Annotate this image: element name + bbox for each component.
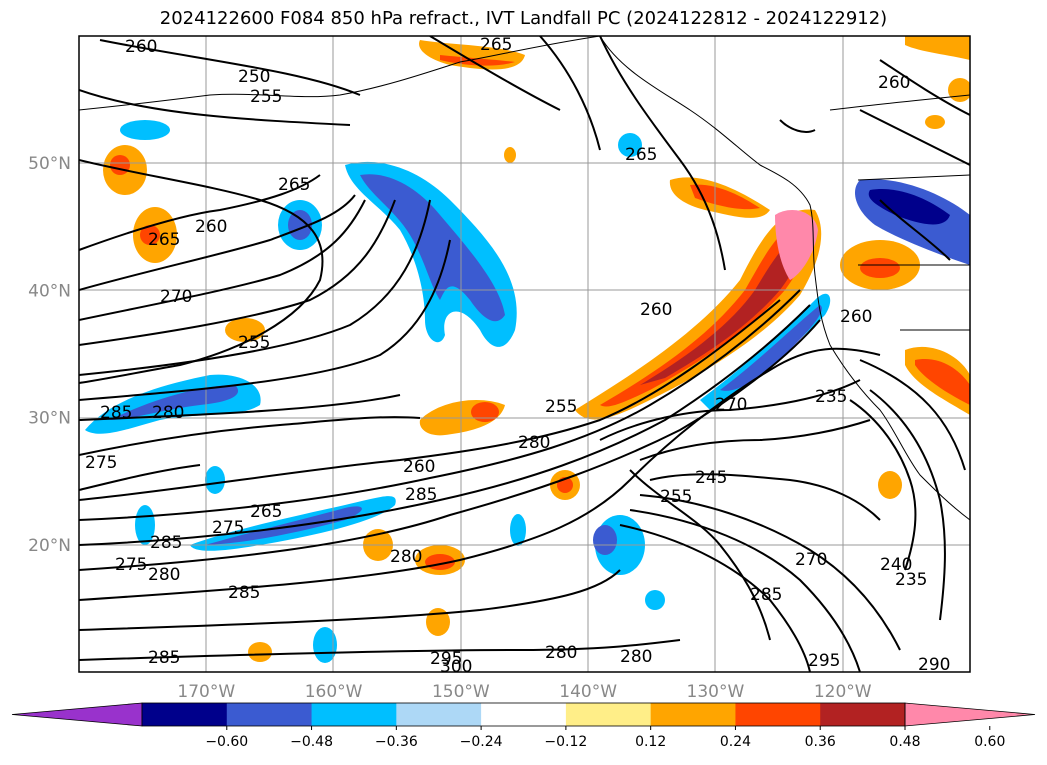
colorbar-tick-label: 0.12: [635, 734, 666, 750]
contour-label: 280: [390, 547, 422, 567]
contour-label: 275: [85, 453, 117, 473]
contour-label: 270: [715, 395, 747, 415]
colorbar-extend-high: [904, 702, 1036, 727]
colorbar: −0.60 −0.48 −0.36 −0.24 −0.12 0.12 0.24 0.36 0.4…: [11, 702, 1036, 750]
contour-label: 245: [695, 468, 727, 488]
contour-label: 270: [795, 550, 827, 570]
lat-tick-label: 20°N: [28, 536, 71, 556]
contour-label: 260: [195, 217, 227, 237]
contour-label: 265: [250, 502, 282, 522]
colorbar-tick-label: 0.60: [974, 734, 1005, 750]
lon-tick-label: 130°W: [687, 682, 745, 702]
contour-label: 275: [115, 555, 147, 575]
map-layers: 260 250 255 265 265 260 265 270 255 260 …: [79, 35, 970, 677]
contour-label: 285: [750, 585, 782, 605]
contour-label: 240: [880, 555, 912, 575]
colorbar-swatch: [311, 703, 397, 726]
longitude-tick-labels: 170°W 160°W 150°W 140°W 130°W 120°W: [177, 682, 871, 702]
contour-label: 295: [808, 651, 840, 671]
contour-label: 255: [238, 333, 270, 353]
map-title: 2024122600 F084 850 hPa refract., IVT La…: [159, 8, 888, 29]
contour-label: 265: [480, 35, 512, 55]
graticule: [79, 36, 970, 672]
contour-label: 285: [405, 485, 437, 505]
lon-tick-label: 170°W: [177, 682, 235, 702]
contour-label: 285: [228, 583, 260, 603]
contour-label: 235: [895, 570, 927, 590]
colorbar-swatch: [396, 703, 482, 726]
contour-label: 255: [250, 87, 282, 107]
contour-label: 280: [518, 433, 550, 453]
lon-tick-label: 140°W: [559, 682, 617, 702]
contour-label: 285: [148, 648, 180, 668]
contour-label: 270: [160, 287, 192, 307]
colorbar-swatch: [226, 703, 313, 726]
colorbar-tick-label: 0.24: [720, 734, 751, 750]
colorbar-swatch: [481, 703, 567, 726]
colorbar-tick-label: 0.36: [805, 734, 836, 750]
coastline: [79, 36, 970, 521]
colorbar-tick-label: −0.24: [460, 734, 503, 750]
contour-label: 235: [815, 387, 847, 407]
contour-label: 280: [152, 403, 184, 423]
contour-label: 260: [878, 73, 910, 93]
contour-label: 265: [148, 230, 180, 250]
contour-label: 285: [150, 533, 182, 553]
contour-label: 275: [212, 518, 244, 538]
contour-label: 250: [238, 67, 270, 87]
colorbar-swatch: [142, 703, 228, 726]
colorbar-tick-label: 0.48: [889, 734, 920, 750]
colorbar-swatch: [650, 703, 736, 726]
contour-label: 295: [430, 649, 462, 669]
contour-label: 260: [403, 457, 435, 477]
colorbar-tick-label: −0.12: [544, 734, 587, 750]
contour-label: 255: [660, 487, 692, 507]
contour-label: 290: [918, 655, 950, 675]
lat-tick-label: 50°N: [28, 154, 71, 174]
contour-label: 280: [148, 565, 180, 585]
colorbar-swatch: [565, 703, 652, 726]
contour-label: 265: [278, 175, 310, 195]
contour-label: 280: [620, 647, 652, 667]
colorbar-tick-label: −0.48: [290, 734, 333, 750]
colorbar-outline: [141, 702, 906, 727]
contour-label: 280: [545, 643, 577, 663]
map-area: [79, 36, 970, 672]
contour-label: 260: [640, 300, 672, 320]
contour-label: 300: [440, 657, 472, 677]
colorbar-swatch: [735, 703, 821, 726]
latitude-tick-labels: 50°N 40°N 30°N 20°N: [28, 154, 71, 556]
contour-labels: 260 250 255 265 265 260 265 270 255 260 …: [85, 35, 950, 677]
lat-tick-label: 40°N: [28, 281, 71, 301]
lat-tick-label: 30°N: [28, 409, 71, 429]
refractivity-contours: [79, 36, 970, 672]
colorbar-swatch: [820, 703, 906, 726]
contour-label: 260: [840, 307, 872, 327]
lon-tick-label: 120°W: [814, 682, 872, 702]
lon-tick-label: 150°W: [432, 682, 490, 702]
colorbar-tick-label: −0.36: [375, 734, 418, 750]
colorbar-extend-low: [11, 702, 143, 727]
lon-tick-label: 160°W: [305, 682, 363, 702]
contour-label: 285: [100, 403, 132, 423]
contour-label: 265: [625, 145, 657, 165]
map-border: [78, 35, 971, 673]
contour-label: 260: [125, 37, 157, 57]
contour-label: 255: [545, 397, 577, 417]
colorbar-tick-label: −0.60: [205, 734, 248, 750]
